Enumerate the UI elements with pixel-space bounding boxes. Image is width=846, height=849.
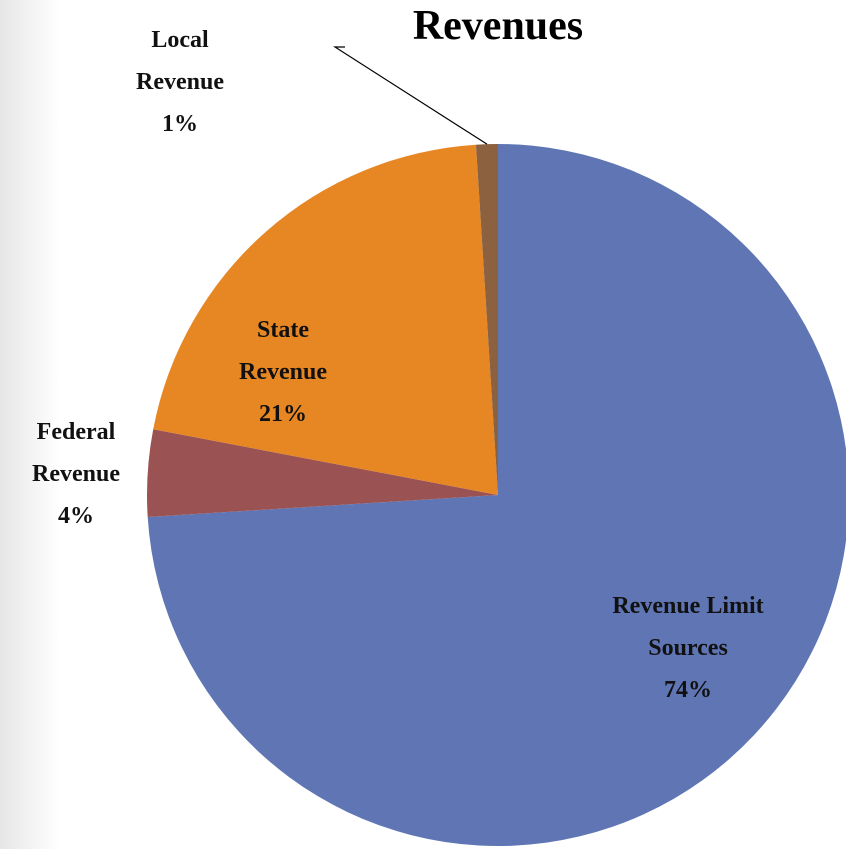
- pie-slice: [147, 429, 498, 518]
- value-label: 74%: [664, 677, 712, 703]
- slice-label: Local Revenue 1%: [110, 19, 250, 145]
- category-label: State Revenue: [239, 317, 327, 385]
- value-label: 1%: [162, 111, 198, 137]
- value-label: 21%: [259, 401, 307, 427]
- value-label: 4%: [58, 503, 94, 529]
- pie-slice: [147, 144, 846, 846]
- chart-title: Revenues: [412, 3, 584, 49]
- category-label: Revenue Limit Sources: [612, 593, 764, 661]
- pie-slice: [153, 144, 499, 495]
- slice-label: State Revenue 21%: [213, 309, 353, 435]
- category-label: Federal Revenue: [32, 419, 120, 487]
- leader-line: [332, 46, 488, 145]
- category-label: Local Revenue: [136, 27, 224, 95]
- slice-label: Revenue Limit Sources 74%: [578, 585, 798, 711]
- slice-label: Federal Revenue 4%: [6, 411, 146, 537]
- pie-slice: [475, 144, 498, 495]
